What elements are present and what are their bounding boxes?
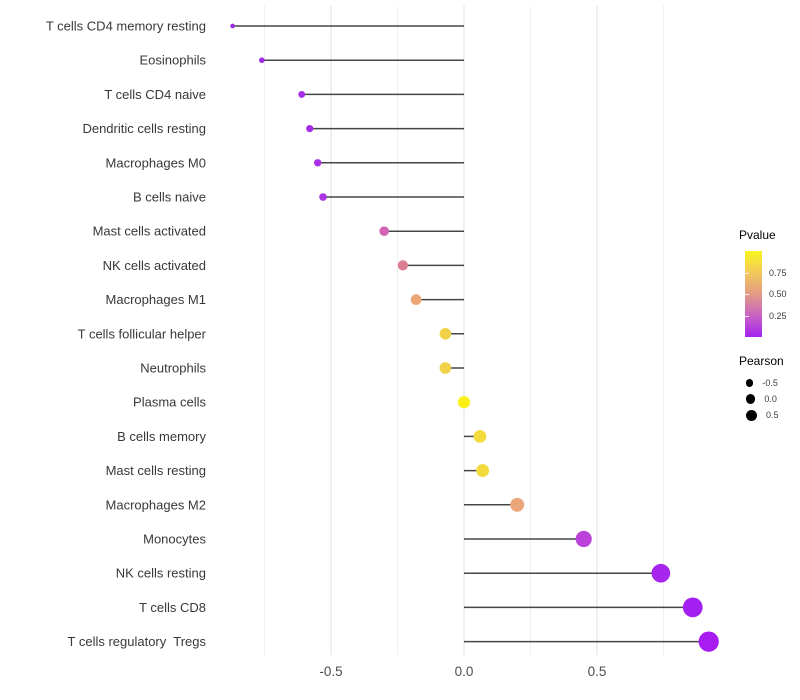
- legend: Pvalue 0.75 0.50 0.25 Pearson -0.5 0.0 0.5: [739, 228, 800, 423]
- lollipop-dot: [379, 226, 390, 237]
- lollipop-dot: [259, 57, 265, 64]
- lollipop-dot: [439, 327, 452, 340]
- lollipop-dot: [682, 597, 703, 618]
- lollipop-dot: [439, 362, 452, 374]
- lollipop-dot: [476, 464, 490, 478]
- row-label: Macrophages M0: [106, 155, 206, 170]
- pearson-size-dot: [746, 409, 757, 421]
- lollipop-dot: [575, 530, 592, 548]
- row-label: B cells naive: [133, 190, 206, 205]
- row-label: T cells regulatory Tregs: [68, 634, 207, 649]
- lollipop-dot: [313, 159, 322, 167]
- row-label: Mast cells resting: [106, 463, 206, 478]
- colorbar-tick-mark: [745, 272, 749, 274]
- pearson-size-item: 0.5: [746, 407, 800, 423]
- row-label: Plasma cells: [133, 395, 206, 410]
- pvalue-legend: Pvalue 0.75 0.50 0.25: [739, 228, 800, 337]
- row-label: B cells memory: [117, 429, 206, 444]
- row-label: Mast cells activated: [93, 224, 206, 239]
- lollipop-dot: [698, 631, 719, 652]
- pearson-size-items: -0.5 0.0 0.5: [746, 375, 800, 423]
- pearson-size-label: -0.5: [762, 378, 778, 388]
- row-label: NK cells resting: [116, 566, 206, 581]
- row-label: Eosinophils: [140, 53, 207, 68]
- row-label: NK cells activated: [103, 258, 206, 273]
- x-axis-tick-label: -0.5: [319, 664, 342, 679]
- row-label: Monocytes: [143, 532, 206, 547]
- colorbar-tick-label: 0.75: [769, 267, 787, 278]
- lollipop-dot: [298, 90, 306, 98]
- row-label: Neutrophils: [140, 361, 206, 376]
- lollipop-dot: [651, 563, 671, 583]
- pearson-size-item: -0.5: [746, 375, 800, 391]
- colorbar-tick-mark: [745, 315, 749, 317]
- pearson-legend: Pearson -0.5 0.0 0.5: [739, 354, 800, 423]
- row-label: Dendritic cells resting: [82, 121, 206, 136]
- pvalue-colorbar: [745, 251, 762, 337]
- colorbar-tick-mark: [745, 294, 749, 295]
- x-axis-tick-label: 0.0: [455, 664, 474, 679]
- lollipop-dot: [397, 260, 408, 271]
- pearson-size-dot: [746, 394, 756, 404]
- pearson-size-dot: [746, 379, 754, 387]
- pearson-size-label: 0.5: [766, 410, 779, 420]
- pearson-size-label: 0.0: [764, 394, 777, 404]
- lollipop-dot: [457, 396, 471, 409]
- x-axis-tick-label: 0.5: [588, 664, 607, 679]
- row-label: Macrophages M1: [106, 292, 206, 307]
- lollipop-dot: [473, 430, 487, 443]
- lollipop-dot: [306, 125, 314, 133]
- row-label: T cells CD4 naive: [104, 87, 206, 102]
- pearson-size-item: 0.0: [746, 391, 800, 407]
- row-label: Macrophages M2: [106, 497, 206, 512]
- lollipop-dot: [510, 497, 525, 512]
- lollipop-dot: [230, 23, 235, 29]
- pearson-legend-title: Pearson: [739, 354, 784, 368]
- pvalue-legend-title: Pvalue: [739, 228, 776, 242]
- lollipop-dot: [319, 193, 327, 201]
- colorbar-tick-label: 0.25: [769, 310, 787, 321]
- pvalue-colorbar-wrap: 0.75 0.50 0.25: [745, 251, 800, 337]
- lollipop-dot: [410, 294, 422, 305]
- row-label: T cells CD8: [139, 600, 206, 615]
- row-label: T cells follicular helper: [78, 326, 207, 341]
- row-label: T cells CD4 memory resting: [46, 19, 206, 34]
- colorbar-tick-label: 0.50: [769, 289, 787, 299]
